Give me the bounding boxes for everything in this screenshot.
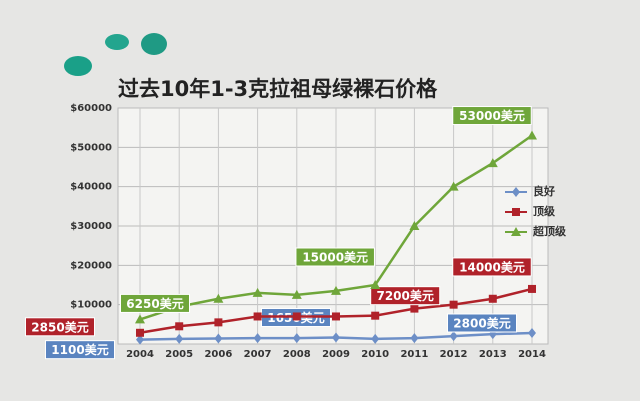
value-label-box: [370, 286, 441, 306]
x-tick-label: 2006: [204, 349, 232, 360]
value-label: 2850美元: [31, 319, 88, 334]
x-tick-label: 2010: [361, 349, 389, 360]
x-tick-label: 2005: [165, 349, 193, 360]
point-marker: [371, 311, 380, 320]
point-marker: [291, 289, 302, 299]
legend-label: 顶级: [533, 204, 556, 218]
point-marker: [136, 334, 144, 345]
x-tick-label: 2004: [126, 349, 154, 360]
point-marker: [175, 322, 184, 331]
point-marker: [214, 318, 223, 327]
y-tick-label: $50000: [70, 142, 112, 153]
value-label: 15000美元: [302, 250, 368, 265]
value-label: 53000美元: [459, 108, 525, 123]
point-marker: [487, 158, 498, 168]
value-label-box: [120, 293, 190, 313]
point-marker: [409, 221, 420, 230]
legend-label: 良好: [533, 184, 555, 198]
point-marker: [449, 331, 458, 342]
point-marker: [527, 130, 537, 140]
point-marker: [410, 304, 419, 313]
x-tick-label: 2013: [479, 349, 507, 360]
point-marker: [292, 333, 301, 344]
x-tick-label: 2007: [244, 349, 272, 360]
x-tick-label: 2014: [518, 349, 546, 360]
point-marker: [175, 333, 184, 344]
point-marker: [449, 300, 458, 309]
value-label-box: [452, 106, 532, 126]
y-tick-label: $60000: [70, 103, 112, 114]
point-marker: [528, 284, 536, 293]
y-tick-label: $10000: [70, 300, 112, 311]
legend-marker: [512, 208, 520, 216]
point-marker: [488, 294, 497, 303]
value-label: 2800美元: [453, 315, 510, 330]
point-marker: [253, 333, 262, 344]
point-marker: [331, 285, 341, 295]
value-label: 1100美元: [51, 342, 108, 357]
point-marker: [370, 280, 381, 289]
y-tick-label: $30000: [70, 221, 112, 232]
point-marker: [332, 332, 340, 343]
x-tick-label: 2011: [400, 349, 428, 360]
legend-marker: [511, 227, 521, 236]
point-marker: [213, 293, 224, 303]
value-label-box: [452, 257, 532, 277]
x-tick-label: 2009: [322, 349, 350, 360]
point-marker: [448, 181, 459, 191]
value-label: 14000美元: [459, 259, 525, 274]
legend-marker: [512, 187, 520, 197]
value-label-box: [45, 340, 115, 360]
point-marker: [214, 333, 223, 344]
value-label: 7200美元: [376, 288, 433, 303]
value-label: 6250美元: [126, 296, 183, 311]
legend-label: 超顶级: [532, 224, 567, 238]
value-label-box: [295, 247, 375, 267]
gems: [64, 33, 167, 76]
point-marker: [528, 327, 536, 338]
value-label-box: [447, 313, 517, 333]
point-marker: [410, 333, 419, 344]
point-marker: [371, 333, 380, 344]
x-tick-label: 2012: [440, 349, 468, 360]
y-tick-label: $20000: [70, 260, 112, 271]
x-tick-label: 2008: [283, 349, 311, 360]
chart-title: 过去10年1-3克拉祖母绿裸石价格: [118, 77, 438, 101]
point-marker: [292, 312, 301, 321]
point-marker: [332, 312, 340, 321]
point-marker: [136, 328, 144, 337]
y-tick-label: $40000: [70, 182, 112, 193]
value-label-box: [25, 317, 95, 337]
point-marker: [135, 314, 145, 324]
point-marker: [252, 287, 263, 297]
point-marker: [253, 312, 262, 321]
